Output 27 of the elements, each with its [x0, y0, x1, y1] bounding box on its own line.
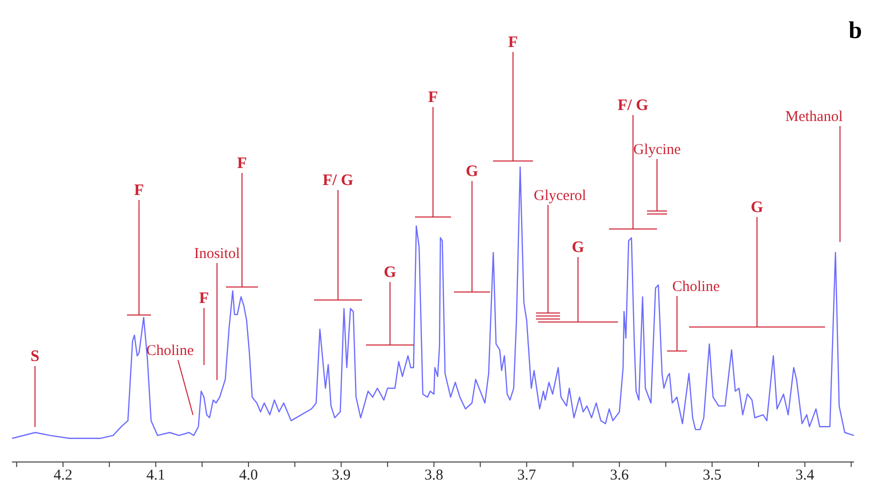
x-tick-label: 4.0 [239, 468, 258, 484]
x-tick-label: 3.8 [424, 468, 444, 484]
annotation: F [134, 182, 144, 199]
annotation: Choline [672, 279, 720, 295]
annotation: G [750, 199, 764, 216]
annotation: F [237, 155, 248, 172]
annotation: Inositol [194, 246, 240, 262]
text: F [428, 89, 438, 106]
x-tick-label: 4.2 [54, 468, 72, 484]
x-tick-label: 3.4 [795, 468, 815, 484]
text: Glycine [633, 142, 682, 158]
x-tick-label: 3.7 [517, 468, 537, 484]
x-tick-label: 3.9 [332, 468, 351, 484]
x-tick-label: 3.5 [702, 468, 722, 484]
annotation: F/ G [322, 172, 354, 189]
x-tick-label: 4.1 [146, 468, 166, 484]
text: F [508, 34, 518, 51]
text: Methanol [785, 109, 843, 125]
annotation: G [384, 264, 397, 281]
x-tick-label: 3.6 [610, 468, 630, 484]
annotation: S [30, 348, 40, 365]
annotation: G [466, 163, 479, 180]
text: b [848, 18, 862, 45]
annotation: G [572, 239, 585, 256]
annotation: F [199, 290, 210, 307]
annotation: Glycerol [534, 188, 586, 204]
text: F/ G [618, 97, 649, 114]
